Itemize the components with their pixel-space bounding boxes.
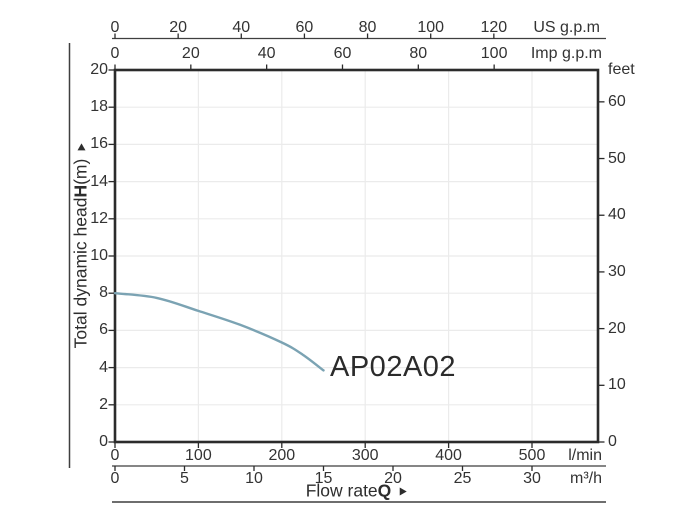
tick-label-lmin: 400 bbox=[435, 447, 462, 464]
tick-label-head-m: 4 bbox=[99, 358, 108, 376]
tick-label-m3h: 25 bbox=[453, 470, 472, 487]
tick-label-feet: 50 bbox=[608, 149, 626, 167]
tick-label-head-m: 20 bbox=[90, 61, 108, 78]
tick-label-us-gpm: 40 bbox=[232, 19, 251, 36]
tick-label-head-m: 8 bbox=[99, 284, 108, 302]
tick-label-head-m: 0 bbox=[99, 433, 108, 450]
tick-label-feet: 20 bbox=[608, 319, 626, 337]
tick-label-us-gpm: 20 bbox=[169, 19, 188, 36]
tick-label-lmin: 100 bbox=[185, 447, 212, 464]
tick-label-imp-gpm: 80 bbox=[409, 45, 428, 62]
y-axis-title: Total dynamic head H (m) bbox=[70, 143, 92, 349]
tick-label-head-m: 10 bbox=[90, 247, 108, 264]
series-label: AP02A02 bbox=[330, 351, 457, 383]
tick-label-feet: 0 bbox=[608, 433, 617, 450]
tick-label-m3h: 20 bbox=[384, 470, 402, 487]
x-axis-symbol: Q bbox=[377, 480, 392, 501]
tick-label-lmin: 500 bbox=[518, 447, 546, 464]
unit-label-m3h: m³/h bbox=[570, 470, 602, 487]
tick-label-feet: 10 bbox=[608, 376, 626, 394]
tick-label-imp-gpm: 20 bbox=[181, 45, 200, 62]
tick-label-m3h: 30 bbox=[523, 470, 541, 487]
tick-label-m3h: 5 bbox=[180, 470, 189, 487]
tick-label-imp-gpm: 0 bbox=[110, 45, 120, 62]
tick-label-us-gpm: 100 bbox=[417, 19, 445, 36]
grid-lines bbox=[115, 70, 598, 442]
unit-label-us-gpm: US g.p.m bbox=[533, 19, 600, 36]
unit-label-imp-gpm: Imp g.p.m bbox=[530, 45, 602, 62]
tick-label-head-m: 16 bbox=[90, 135, 108, 153]
axis-lines bbox=[68, 37, 606, 503]
x-axis-title: Flow rate Q bbox=[306, 481, 407, 502]
up-arrow-icon bbox=[77, 143, 85, 151]
unit-label-lmin: l/min bbox=[568, 447, 602, 464]
tick-label-us-gpm: 60 bbox=[295, 19, 314, 36]
y-axis-unit: (m) bbox=[70, 158, 91, 185]
y-axis-title-text: Total dynamic head bbox=[70, 197, 91, 349]
x-axis-title-text: Flow rate bbox=[305, 480, 378, 501]
tick-label-head-m: 2 bbox=[99, 395, 108, 413]
tick-label-m3h: 0 bbox=[110, 470, 120, 487]
y-axis-symbol: H bbox=[70, 184, 91, 198]
tick-label-us-gpm: 0 bbox=[110, 19, 120, 36]
tick-label-m3h: 10 bbox=[245, 470, 263, 487]
unit-label-feet: feet bbox=[608, 61, 635, 78]
tick-label-head-m: 12 bbox=[90, 209, 108, 227]
tick-label-feet: 60 bbox=[608, 92, 626, 110]
tick-label-lmin: 300 bbox=[351, 447, 379, 464]
tick-label-head-m: 6 bbox=[99, 321, 108, 339]
tick-label-head-m: 18 bbox=[90, 98, 108, 116]
tick-label-us-gpm: 80 bbox=[358, 19, 377, 36]
tick-label-feet: 30 bbox=[608, 262, 626, 280]
tick-label-imp-gpm: 40 bbox=[257, 45, 276, 62]
tick-label-imp-gpm: 100 bbox=[480, 45, 508, 62]
tick-label-m3h: 15 bbox=[314, 470, 333, 487]
plot-border bbox=[113, 68, 600, 444]
tick-label-imp-gpm: 60 bbox=[333, 45, 352, 62]
tick-label-us-gpm: 120 bbox=[480, 19, 508, 36]
right-arrow-icon bbox=[399, 487, 407, 495]
tick-label-lmin: 200 bbox=[268, 447, 296, 464]
pump-curve bbox=[113, 292, 325, 372]
tick-label-lmin: 0 bbox=[110, 447, 120, 464]
tick-label-feet: 40 bbox=[608, 206, 626, 224]
tick-label-head-m: 14 bbox=[90, 172, 108, 190]
